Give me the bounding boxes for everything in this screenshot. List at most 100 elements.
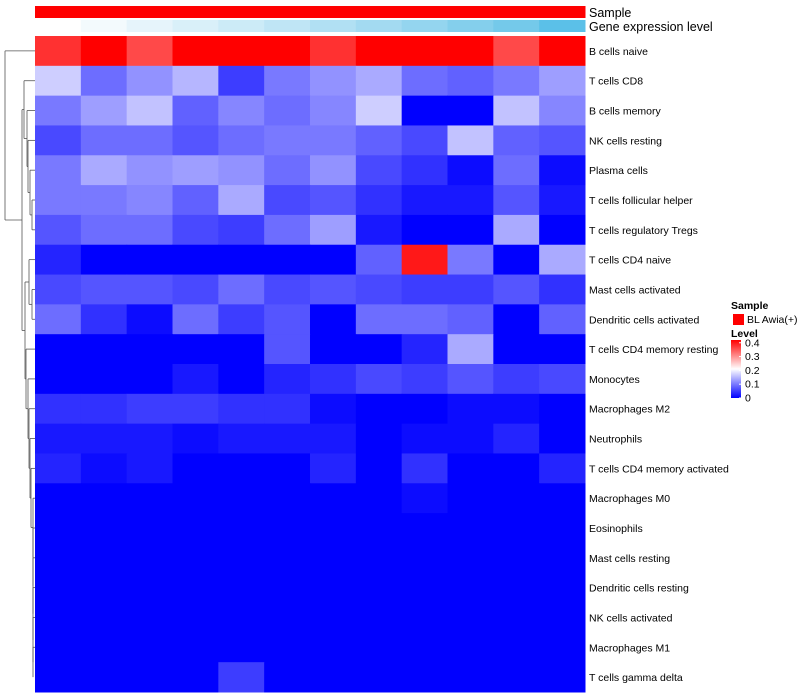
- heatmap-cell: [355, 572, 403, 604]
- heatmap-cell: [493, 65, 540, 97]
- annotation-cell: [539, 6, 586, 18]
- legend-tick-label: 0: [745, 393, 751, 405]
- legend-tick-label: 0.3: [745, 351, 760, 363]
- heatmap-cell: [172, 65, 219, 97]
- heatmap-cell: [172, 542, 219, 574]
- heatmap-cell: [493, 423, 540, 454]
- heatmap-cell: [126, 453, 173, 484]
- heatmap-cell: [539, 304, 586, 335]
- heatmap-cell: [493, 155, 540, 186]
- heatmap-cell: [126, 214, 173, 246]
- heatmap-cell: [539, 214, 586, 246]
- heatmap-cell: [35, 364, 82, 395]
- heatmap-cell: [80, 453, 128, 484]
- heatmap-cell: [539, 155, 586, 186]
- heatmap-cell: [447, 572, 494, 604]
- heatmap-cell: [493, 364, 540, 395]
- heatmap-cell: [126, 185, 173, 216]
- heatmap-cell: [218, 662, 265, 693]
- heatmap-cell: [310, 513, 357, 544]
- annotation-cell: [355, 6, 403, 18]
- heatmap-cell: [218, 364, 265, 395]
- heatmap-cell: [447, 423, 494, 454]
- heatmap-cell: [172, 155, 219, 186]
- heatmap-cell: [218, 274, 265, 305]
- heatmap-cell: [447, 513, 494, 544]
- annotation-cell: [310, 20, 357, 32]
- heatmap-cell: [539, 65, 586, 97]
- heatmap-cell: [355, 423, 403, 454]
- heatmap-cell: [218, 304, 265, 335]
- legend-sample-label: BL Awia(+): [747, 314, 798, 326]
- heatmap-cell: [355, 513, 403, 544]
- heatmap-cell: [80, 36, 128, 67]
- legend: Sample BL Awia(+) Level 0.4 0.3 0.2 0.1 0: [731, 300, 798, 405]
- heatmap-cell: [218, 65, 265, 97]
- heatmap-cell: [126, 542, 173, 574]
- heatmap-cell: [401, 185, 448, 216]
- heatmap-cell: [35, 274, 82, 305]
- row-label: B cells naive: [589, 46, 648, 58]
- row-label: Macrophages M1: [589, 642, 670, 654]
- heatmap-cell: [401, 364, 448, 395]
- heatmap-cell: [355, 632, 403, 663]
- heatmap-cell: [539, 274, 586, 305]
- heatmap-cell: [401, 632, 448, 663]
- heatmap-cell: [310, 185, 357, 216]
- heatmap-cell: [80, 364, 128, 395]
- heatmap-cell: [493, 513, 540, 544]
- heatmap-cell: [539, 513, 586, 544]
- heatmap-cell: [310, 662, 357, 693]
- heatmap-cell: [447, 453, 494, 484]
- heatmap-cell: [264, 304, 311, 335]
- heatmap-cell: [218, 572, 265, 604]
- heatmap-cell: [126, 155, 173, 186]
- heatmap-cell: [218, 513, 265, 544]
- heatmap-cell: [80, 602, 128, 633]
- annotation-cell: [493, 20, 540, 32]
- heatmap-cell: [355, 214, 403, 246]
- heatmap-cell: [35, 423, 82, 454]
- heatmap-cell: [310, 304, 357, 335]
- heatmap-cell: [80, 65, 128, 97]
- heatmap-cell: [355, 602, 403, 633]
- heatmap-cell: [310, 244, 357, 276]
- heatmap-cell: [264, 513, 311, 544]
- heatmap-cell: [80, 125, 128, 156]
- heatmap-cell: [401, 513, 448, 544]
- heatmap-cell: [218, 214, 265, 246]
- heatmap-cell: [310, 364, 357, 395]
- heatmap-cell: [35, 542, 82, 574]
- heatmap-cell: [539, 95, 586, 126]
- row-label: Dendritic cells resting: [589, 583, 689, 595]
- heatmap-cell: [539, 572, 586, 604]
- heatmap-cell: [493, 662, 540, 693]
- heatmap-cell: [310, 483, 357, 514]
- heatmap-cell: [493, 36, 540, 67]
- heatmap-cell: [172, 36, 219, 67]
- heatmap-cell: [539, 125, 586, 156]
- row-label: T cells gamma delta: [589, 672, 683, 684]
- heatmap-cell: [447, 274, 494, 305]
- heatmap-cell: [264, 334, 311, 365]
- legend-sample-swatch: [733, 314, 744, 325]
- heatmap-cell: [355, 36, 403, 67]
- heatmap-cell: [126, 513, 173, 544]
- heatmap-cell: [35, 155, 82, 186]
- heatmap-cell: [401, 662, 448, 693]
- heatmap-cell: [80, 483, 128, 514]
- heatmap-cell: [401, 155, 448, 186]
- heatmap-cell: [310, 453, 357, 484]
- heatmap-cell: [172, 423, 219, 454]
- heatmap-cell: [80, 393, 128, 425]
- heatmap-cell: [447, 155, 494, 186]
- heatmap-cell: [218, 632, 265, 663]
- row-label: Monocytes: [589, 374, 640, 386]
- heatmap-cell: [80, 244, 128, 276]
- heatmap-cell: [447, 334, 494, 365]
- heatmap-cell: [539, 36, 586, 67]
- heatmap-cell: [264, 214, 311, 246]
- heatmap-cell: [35, 393, 82, 425]
- legend-level-title: Level: [731, 328, 758, 340]
